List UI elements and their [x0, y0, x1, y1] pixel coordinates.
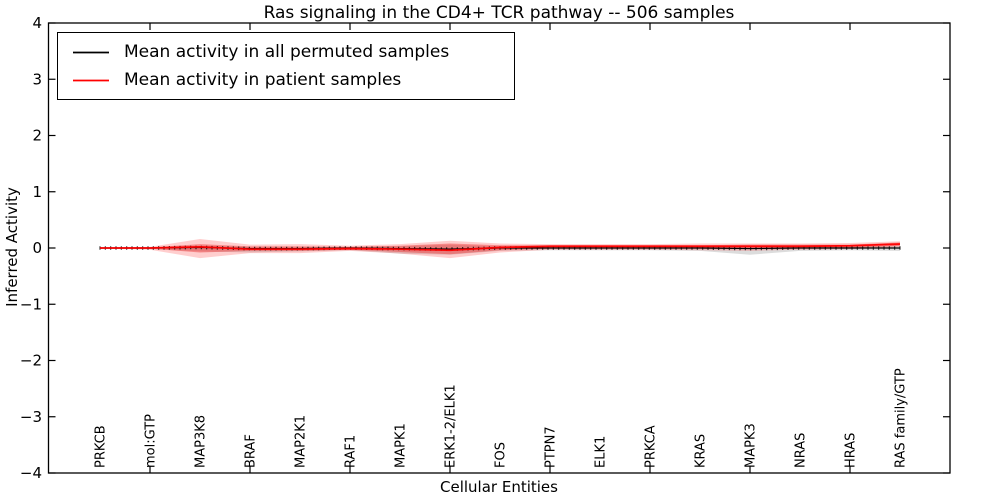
y-tick-label: 1	[32, 183, 42, 201]
legend-line-red-icon	[73, 79, 109, 81]
legend-label-patient: Mean activity in patient samples	[124, 70, 402, 90]
y-axis-label: Inferred Activity	[3, 187, 21, 307]
legend-line-black-icon	[73, 51, 109, 53]
x-tick-label: PRKCB	[94, 425, 109, 468]
x-tick-label: HRAS	[844, 433, 859, 468]
x-tick-label: MAP2K1	[294, 415, 309, 468]
y-tick-label: −4	[20, 464, 42, 482]
legend: Mean activity in all permuted samples Me…	[57, 32, 515, 100]
x-tick-label: BRAF	[244, 434, 259, 468]
x-tick-label: FOS	[494, 442, 509, 468]
x-axis-label: Cellular Entities	[440, 478, 558, 496]
x-tick-label: KRAS	[694, 434, 709, 468]
legend-entry-patient: Mean activity in patient samples	[64, 69, 508, 91]
x-tick-label: RAF1	[344, 435, 359, 468]
y-tick-label: 2	[32, 127, 42, 145]
legend-entry-permuted: Mean activity in all permuted samples	[64, 41, 508, 63]
x-tick-label: ELK1	[594, 436, 609, 468]
y-tick-label: −3	[20, 408, 42, 426]
x-tick-label: MAPK1	[394, 423, 409, 468]
legend-label-permuted: Mean activity in all permuted samples	[124, 42, 450, 62]
y-tick-label: −1	[20, 295, 42, 313]
x-tick-label: NRAS	[794, 433, 809, 468]
x-tick-label: ERK1-2/ELK1	[444, 384, 459, 468]
y-tick-label: 3	[32, 70, 42, 88]
x-tick-label: MAPK3	[744, 423, 759, 468]
chart-title: Ras signaling in the CD4+ TCR pathway --…	[263, 3, 735, 23]
line-patient-mean	[100, 243, 901, 252]
y-tick-label: −2	[20, 352, 42, 370]
x-tick-label: mol:GTP	[144, 414, 159, 468]
y-tick-label: 0	[32, 239, 42, 257]
x-tick-label: MAP3K8	[194, 415, 209, 468]
y-tick-label: 4	[32, 14, 42, 32]
x-tick-label: PTPN7	[544, 426, 559, 468]
x-tick-label: PRKCA	[644, 425, 659, 468]
x-tick-label: RAS family/GTP	[894, 368, 909, 468]
